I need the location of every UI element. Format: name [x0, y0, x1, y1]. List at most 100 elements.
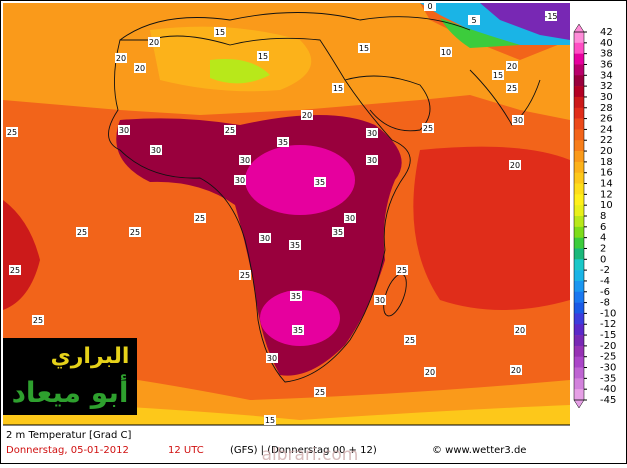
contour-label-bg — [264, 415, 276, 425]
colorbar-band — [574, 259, 584, 271]
contour-label: 15 — [257, 51, 269, 61]
contour-label-text: 25 — [423, 124, 433, 133]
contour-label-text: 15 — [359, 44, 369, 53]
contour-label: 20 — [510, 365, 522, 375]
colorbar-tick-label: 6 — [600, 222, 606, 233]
contour-label-text: 15 — [493, 71, 503, 80]
contour-label: 35 — [277, 137, 289, 147]
contour-label-bg — [374, 295, 386, 305]
contour-label: 20 — [134, 63, 146, 73]
contour-label: 25 — [129, 227, 141, 237]
colorbar-band — [574, 151, 584, 163]
contour-label: 15 — [214, 27, 226, 37]
contour-label-text: 20 — [302, 111, 312, 120]
colorbar-band — [574, 313, 584, 325]
colorbar-tick-label: 36 — [600, 59, 613, 70]
contour-label: 35 — [292, 325, 304, 335]
colorbar-tick-label: -30 — [600, 363, 616, 374]
colorbar-tick-label: -10 — [600, 308, 616, 319]
contour-label: 35 — [314, 177, 326, 187]
colorbar-band — [574, 32, 584, 44]
contour-label-bg — [234, 175, 246, 185]
colorbar-tick-label: 28 — [600, 103, 613, 114]
contour-label: 30 — [374, 295, 386, 305]
field-warm-east — [413, 146, 570, 310]
colorbar-band — [574, 172, 584, 184]
contour-label-bg — [129, 227, 141, 237]
contour-label-bg — [266, 353, 278, 363]
colorbar-band — [574, 53, 584, 65]
contour-label: 25 — [6, 127, 18, 137]
contour-label-bg — [492, 70, 504, 80]
contour-label-text: 30 — [375, 296, 385, 305]
contour-label-text: 25 — [7, 128, 17, 137]
contour-label-bg — [239, 155, 251, 165]
field-green — [440, 18, 520, 48]
contour-label-text: 20 — [149, 38, 159, 47]
colorbar-band — [574, 194, 584, 206]
contour-label: 35 — [332, 227, 344, 237]
coast-india — [469, 69, 541, 126]
contour-label: 15 — [492, 70, 504, 80]
contour-label: 5 — [468, 15, 480, 25]
contour-label-bg — [344, 213, 356, 223]
contour-label-bg — [545, 11, 557, 21]
coast-europe — [119, 12, 471, 41]
contour-label-text: 5 — [471, 16, 476, 25]
contour-label-text: 15 — [333, 84, 343, 93]
contour-label-text: 30 — [235, 176, 245, 185]
contour-label: 30 — [239, 155, 251, 165]
contour-label-bg — [332, 83, 344, 93]
contour-label-bg — [224, 125, 236, 135]
colorbar-tick-label: 0 — [600, 254, 606, 265]
contour-label-text: 35 — [315, 178, 325, 187]
colorbar-band — [574, 183, 584, 195]
colorbar-tick-label: 32 — [600, 81, 613, 92]
contour-label-bg — [76, 227, 88, 237]
contour-label-bg — [404, 335, 416, 345]
contour-label-text: 25 — [10, 266, 20, 275]
contour-label-bg — [277, 137, 289, 147]
contour-label-bg — [257, 51, 269, 61]
contour-label-text: 35 — [293, 326, 303, 335]
contour-label-bg — [6, 127, 18, 137]
model-run: (GFS) | (Donnerstag 00 + 12) — [230, 445, 377, 456]
contour-label: 25 — [194, 213, 206, 223]
contour-label-bg — [332, 227, 344, 237]
contour-label-text: 20 — [135, 64, 145, 73]
contour-label: 15 — [358, 43, 370, 53]
contour-label: 20 — [514, 325, 526, 335]
watermark-box: البراري أبو ميعاد — [3, 338, 137, 415]
contour-label-text: 25 — [130, 228, 140, 237]
contour-label-text: 20 — [507, 62, 517, 71]
contour-label: 25 — [396, 265, 408, 275]
contour-label: 25 — [314, 387, 326, 397]
contour-label-bg — [366, 128, 378, 138]
watermark-bg — [3, 338, 137, 415]
field-cool — [210, 59, 270, 84]
contour-label-bg — [512, 115, 524, 125]
contour-label: 20 — [148, 37, 160, 47]
colorbar-band — [574, 118, 584, 130]
contour-label-bg — [259, 233, 271, 243]
contour-label-bg — [290, 291, 302, 301]
contour-label-text: 35 — [290, 241, 300, 250]
contour-label: 25 — [32, 315, 44, 325]
colorbar-tick-label: 4 — [600, 233, 606, 244]
contour-label-bg — [292, 325, 304, 335]
contour-label: -15 — [544, 11, 558, 21]
contour-label-text: 20 — [511, 366, 521, 375]
colorbar-band — [574, 270, 584, 282]
colorbar-band — [574, 335, 584, 347]
contour-label-bg — [366, 155, 378, 165]
colorbar-band — [574, 291, 584, 303]
contour-label-text: 30 — [260, 234, 270, 243]
contour-label-text: 35 — [333, 228, 343, 237]
contour-label-bg — [509, 160, 521, 170]
field-south-cool — [3, 400, 570, 425]
contour-label-bg — [506, 83, 518, 93]
contour-label-text: 20 — [116, 54, 126, 63]
colorbar-tick-label: 12 — [600, 189, 613, 200]
colorbar-tick-label: -25 — [600, 352, 616, 363]
contour-label-bg — [514, 325, 526, 335]
